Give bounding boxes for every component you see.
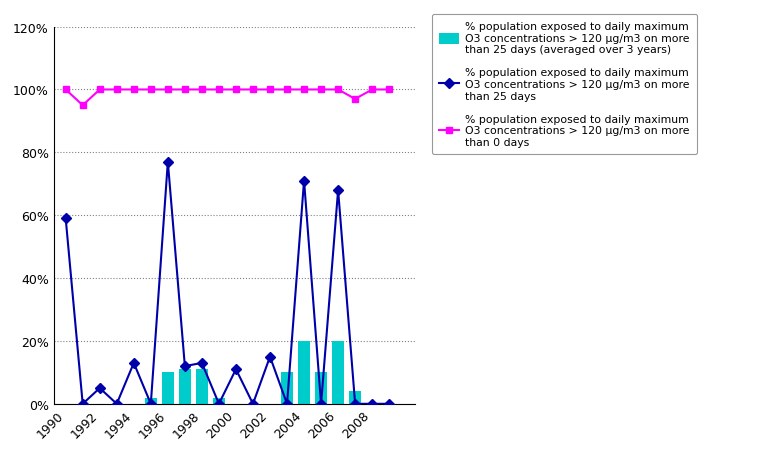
Bar <box>281 373 293 404</box>
Bar <box>315 373 327 404</box>
Bar <box>349 392 361 404</box>
Bar <box>332 341 344 404</box>
Bar <box>162 373 174 404</box>
Bar <box>196 369 208 404</box>
Bar <box>145 397 157 404</box>
Bar <box>179 369 190 404</box>
Legend: % population exposed to daily maximum
O3 concentrations > 120 μg/m3 on more
than: % population exposed to daily maximum O3… <box>432 15 697 155</box>
Bar <box>213 397 225 404</box>
Bar <box>298 341 310 404</box>
